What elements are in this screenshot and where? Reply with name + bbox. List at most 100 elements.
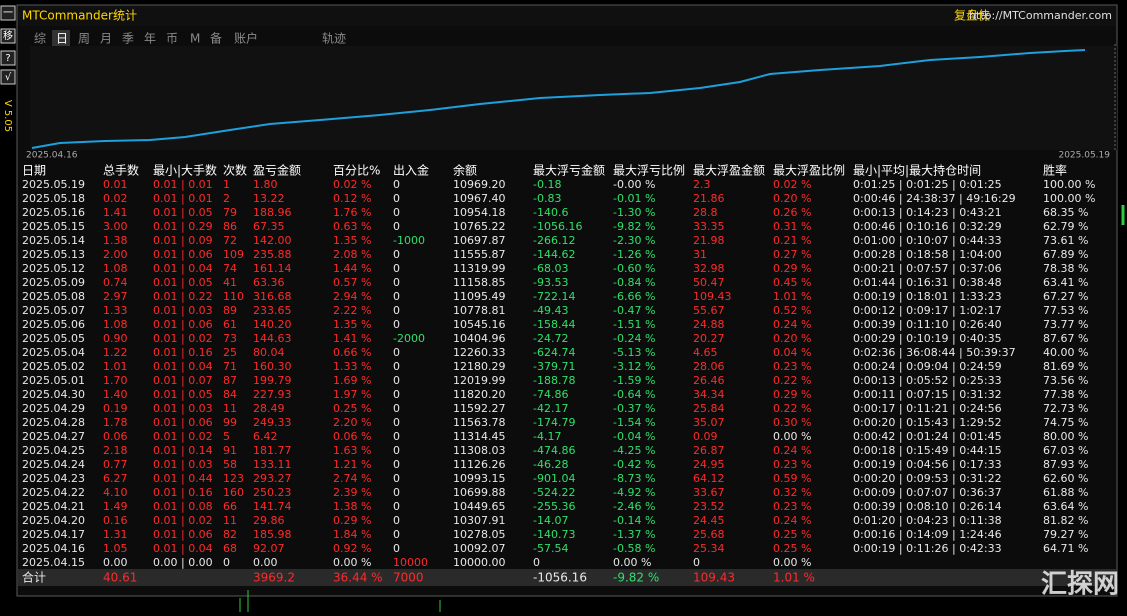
table-cell: 141.74: [253, 500, 292, 513]
table-cell: 160: [223, 486, 244, 499]
table-cell: 2: [223, 192, 230, 205]
table-cell: 11126.26: [453, 458, 506, 471]
table-cell: 1.31: [103, 528, 128, 541]
table-cell: -1000: [393, 234, 425, 247]
table-cell: 2.39 %: [333, 486, 371, 499]
table-cell: -1.26 %: [613, 248, 655, 261]
table-cell: 0: [393, 360, 400, 373]
table-cell: -0.60 %: [613, 262, 655, 275]
table-cell: 0.23 %: [773, 458, 811, 471]
tab[interactable]: M: [190, 32, 200, 46]
table-cell: 0: [393, 416, 400, 429]
table-cell: -4.92 %: [613, 486, 655, 499]
table-cell: -144.62: [533, 248, 575, 261]
url[interactable]: http://MTCommander.com: [969, 9, 1112, 22]
table-cell: 0:00:46 | 24:38:37 | 49:16:29: [853, 192, 1016, 205]
table-cell: -4.25 %: [613, 444, 655, 457]
table-cell: -0.01 %: [613, 192, 655, 205]
tab[interactable]: 币: [166, 32, 178, 46]
table-cell: 1.84 %: [333, 528, 371, 541]
table-cell: 0.01 | 0.04: [153, 360, 213, 373]
table-cell: 13.22: [253, 192, 285, 205]
table-cell: 0.01 | 0.04: [153, 542, 213, 555]
column-header: 最大浮盈比例: [773, 164, 845, 178]
tab[interactable]: 季: [122, 32, 134, 46]
tab[interactable]: 日: [56, 32, 68, 46]
table-cell: 227.93: [253, 388, 292, 401]
table-cell: 2025.05.09: [22, 276, 85, 289]
sidebar-button-label[interactable]: 一: [3, 8, 13, 19]
table-cell: 1.22: [103, 346, 128, 359]
table-cell: 55.67: [693, 304, 725, 317]
table-cell: 0: [393, 276, 400, 289]
table-cell: 92.07: [253, 542, 285, 555]
brand[interactable]: 复盘侠: [954, 8, 990, 23]
title-bar: [18, 6, 1116, 26]
table-cell: -49.43: [533, 304, 568, 317]
sidebar-button[interactable]: [0, 69, 16, 85]
tab-active: [52, 30, 70, 46]
table-cell: 2.18: [103, 444, 128, 457]
table-cell: 0: [393, 374, 400, 387]
table-cell: 0.32 %: [773, 486, 811, 499]
tab[interactable]: 账户: [234, 31, 258, 46]
total-cell: 合计: [22, 570, 46, 585]
table-cell: 0.19: [103, 402, 128, 415]
table-cell: 100.00 %: [1043, 178, 1095, 191]
table-cell: 4.10: [103, 486, 128, 499]
sidebar-button[interactable]: [0, 28, 16, 44]
table-cell: 0:00:09 | 0:07:07 | 0:36:37: [853, 486, 1002, 499]
column-header: 最小|大手数: [153, 163, 217, 178]
table-cell: 0:00:12 | 0:09:17 | 1:02:17: [853, 304, 1002, 317]
table-cell: 2025.04.29: [22, 402, 85, 415]
table-cell: 0.21 %: [773, 234, 811, 247]
table-cell: 0:00:13 | 0:05:52 | 0:25:33: [853, 374, 1002, 387]
table-cell: 2025.05.02: [22, 360, 85, 373]
table-cell: 0.01 | 0.16: [153, 346, 213, 359]
table-cell: -901.04: [533, 472, 575, 485]
table-cell: -140.73: [533, 528, 575, 541]
table-cell: -0.83: [533, 192, 561, 205]
table-cell: 0.00 %: [773, 430, 811, 443]
table-cell: 185.98: [253, 528, 292, 541]
table-cell: 10778.81: [453, 304, 506, 317]
table-cell: -0.84 %: [613, 276, 655, 289]
table-cell: 24.45: [693, 514, 725, 527]
sidebar-button[interactable]: [0, 5, 16, 21]
table-cell: 10000.00: [453, 556, 506, 569]
sidebar-button-label[interactable]: √: [5, 72, 12, 83]
table-cell: -9.82 %: [613, 220, 655, 233]
table-cell: 1.33: [103, 304, 128, 317]
table-cell: 1.49: [103, 500, 128, 513]
table-cell: 249.33: [253, 416, 292, 429]
table-cell: 0.01 | 0.06: [153, 416, 213, 429]
table-cell: 84: [223, 388, 237, 401]
table-cell: 0:00:11 | 0:07:15 | 0:31:32: [853, 388, 1002, 401]
table-cell: 0:00:29 | 0:10:19 | 0:40:35: [853, 332, 1002, 345]
tab[interactable]: 月: [100, 32, 112, 46]
table-cell: 63.64 %: [1043, 500, 1088, 513]
table-cell: 0:00:42 | 0:01:24 | 0:01:45: [853, 430, 1002, 443]
table-cell: 2025.05.05: [22, 332, 85, 345]
watermark: 汇探网: [1041, 570, 1119, 600]
tab[interactable]: 年: [144, 32, 156, 46]
tab[interactable]: 轨迹: [322, 32, 346, 46]
table-cell: -0.24 %: [613, 332, 655, 345]
table-cell: 40.00 %: [1043, 346, 1088, 359]
table-cell: 61.88 %: [1043, 486, 1088, 499]
table-cell: 21.86: [693, 192, 725, 205]
tab[interactable]: 综: [34, 32, 46, 46]
table-cell: 0.23 %: [773, 360, 811, 373]
sidebar-button[interactable]: [0, 50, 16, 66]
tab[interactable]: 周: [78, 32, 90, 46]
sidebar-button-label[interactable]: 移: [3, 29, 13, 42]
table-cell: 24.95: [693, 458, 725, 471]
table-cell: 10697.87: [453, 234, 506, 247]
table-cell: 0.57 %: [333, 276, 371, 289]
total-cell: 1.01 %: [773, 571, 815, 585]
table-cell: 0.25 %: [333, 402, 371, 415]
table-cell: 0.01 | 0.44: [153, 472, 213, 485]
tab[interactable]: 备: [210, 32, 222, 46]
sidebar-button-label[interactable]: ?: [5, 53, 10, 64]
table-cell: 2025.05.06: [22, 318, 85, 331]
